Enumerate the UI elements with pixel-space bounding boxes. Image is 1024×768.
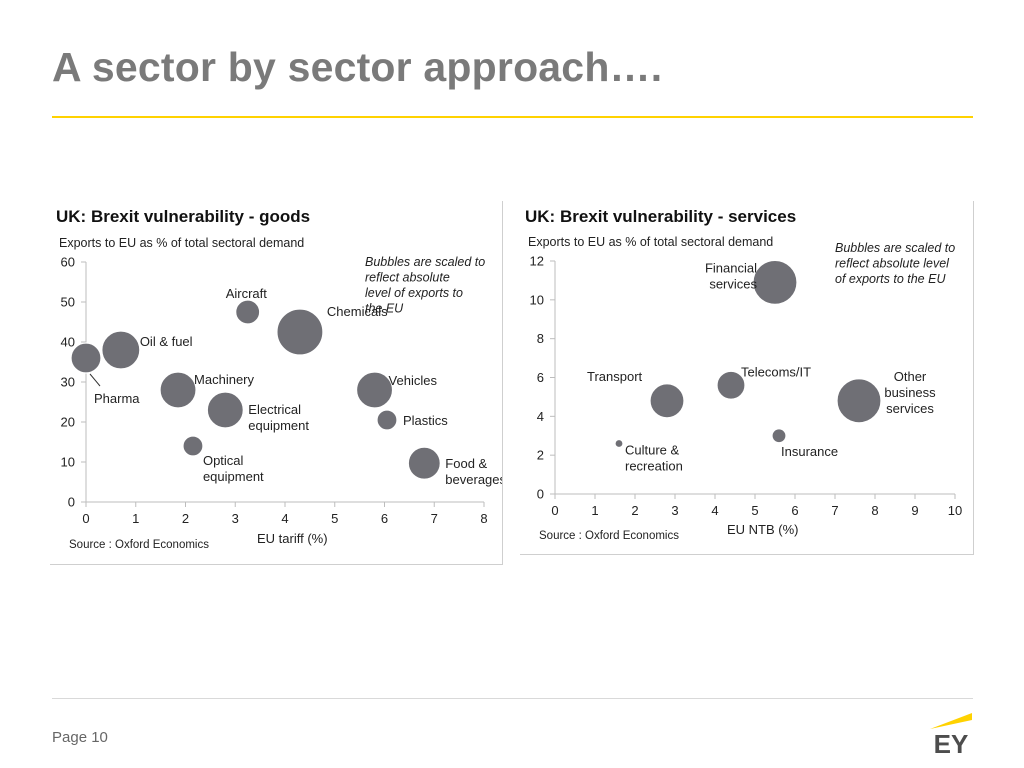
- services-y-tick-label: 8: [537, 331, 544, 346]
- footer-divider: [52, 698, 973, 699]
- goods-y-tick-label: 0: [68, 495, 75, 510]
- goods-bubble-label-oil-fuel: Oil & fuel: [140, 334, 193, 349]
- goods-bubble-chemicals: [276, 308, 324, 356]
- services-bubble-telecoms-it: [716, 370, 746, 400]
- services-chart-panel: UK: Brexit vulnerability - services Expor…: [520, 201, 974, 555]
- services-y-axis-label: Exports to EU as % of total sectoral dem…: [528, 235, 773, 249]
- goods-bubble-label-food-beverages: beverages: [445, 472, 502, 487]
- services-x-tick-label: 3: [671, 503, 678, 518]
- goods-x-tick-label: 2: [182, 511, 189, 526]
- goods-x-tick-label: 8: [480, 511, 487, 526]
- goods-y-tick-label: 10: [61, 455, 75, 470]
- goods-y-tick-label: 50: [61, 295, 75, 310]
- goods-y-tick-label: 20: [61, 415, 75, 430]
- services-bubble-label-financial-services: services: [709, 276, 757, 291]
- goods-bubble-label-food-beverages: Food &: [445, 456, 487, 471]
- services-y-tick-label: 2: [537, 448, 544, 463]
- page-number: Page 10: [52, 729, 108, 746]
- goods-bubble-note: reflect absolute: [365, 271, 450, 285]
- services-bubble-note: of exports to the EU: [835, 272, 946, 286]
- goods-callout-line: [89, 373, 101, 387]
- goods-bubble-label-vehicles: Vehicles: [389, 373, 438, 388]
- goods-bubble-machinery: [159, 371, 197, 409]
- services-x-tick-label: 8: [871, 503, 878, 518]
- services-bubble-other-business-services: [836, 378, 882, 424]
- goods-bubble-note: level of exports to: [365, 286, 463, 300]
- services-bubble-label-other-business-services: Other: [894, 369, 927, 384]
- goods-x-tick-label: 4: [281, 511, 288, 526]
- services-y-tick-label: 4: [537, 409, 544, 424]
- services-bubble-culture-recreation: [614, 438, 624, 449]
- services-bubble-label-other-business-services: services: [886, 401, 934, 416]
- goods-bubble-label-electrical-equipment: Electrical: [248, 402, 301, 417]
- services-y-tick-label: 12: [530, 254, 544, 269]
- goods-bubble-label-chemicals: Chemicals: [327, 304, 388, 319]
- services-bubble-label-culture-recreation: recreation: [625, 459, 683, 474]
- services-x-tick-label: 0: [551, 503, 558, 518]
- goods-x-tick-label: 7: [431, 511, 438, 526]
- goods-chart-title: UK: Brexit vulnerability - goods: [56, 207, 310, 226]
- title-underline: [52, 116, 973, 118]
- services-bubble-label-telecoms-it: Telecoms/IT: [741, 364, 811, 379]
- goods-x-axis-label: EU tariff (%): [257, 531, 328, 546]
- services-x-tick-label: 9: [911, 503, 918, 518]
- services-bubble-label-financial-services: Financial: [705, 260, 757, 275]
- page-title: A sector by sector approach….: [52, 44, 663, 90]
- goods-y-tick-label: 60: [61, 255, 75, 270]
- services-y-tick-label: 0: [537, 487, 544, 502]
- goods-bubble-label-machinery: Machinery: [194, 372, 254, 387]
- goods-bubble-note: Bubbles are scaled to: [365, 255, 485, 269]
- goods-bubble-note: the EU: [365, 302, 404, 316]
- services-bubble-insurance: [771, 428, 787, 444]
- services-bubble-transport: [649, 383, 685, 419]
- goods-x-tick-label: 5: [331, 511, 338, 526]
- goods-y-tick-label: 40: [61, 335, 75, 350]
- goods-bubble-electrical-equipment: [206, 391, 244, 429]
- goods-bubble-vehicles: [355, 371, 394, 409]
- goods-x-tick-label: 6: [381, 511, 388, 526]
- goods-bubble-label-electrical-equipment: equipment: [248, 418, 309, 433]
- services-bubble-note: reflect absolute level: [835, 257, 950, 271]
- services-x-tick-label: 5: [751, 503, 758, 518]
- services-chart-title: UK: Brexit vulnerability - services: [525, 207, 796, 226]
- goods-bubble-label-plastics: Plastics: [403, 413, 448, 428]
- goods-bubble-food-beverages: [407, 446, 441, 480]
- goods-bubble-aircraft: [235, 299, 261, 325]
- goods-bubble-label-pharma: Pharma: [94, 391, 140, 406]
- services-x-tick-label: 2: [631, 503, 638, 518]
- services-x-tick-label: 7: [831, 503, 838, 518]
- goods-bubble-plastics: [376, 409, 398, 431]
- goods-chart-panel: UK: Brexit vulnerability - goods Exports …: [50, 201, 503, 565]
- goods-x-tick-label: 3: [232, 511, 239, 526]
- goods-y-axis-label: Exports to EU as % of total sectoral dem…: [59, 236, 304, 250]
- goods-bubble-optical-equipment: [182, 435, 204, 457]
- services-bubble-label-insurance: Insurance: [781, 444, 838, 459]
- services-bubble-label-other-business-services: business: [884, 385, 936, 400]
- goods-x-tick-label: 0: [82, 511, 89, 526]
- services-source-note: Source : Oxford Economics: [539, 530, 679, 542]
- services-y-tick-label: 6: [537, 370, 544, 385]
- services-y-tick-label: 10: [530, 292, 544, 307]
- services-x-axis-label: EU NTB (%): [727, 522, 799, 537]
- services-x-tick-label: 6: [791, 503, 798, 518]
- services-x-tick-label: 1: [591, 503, 598, 518]
- services-x-tick-label: 4: [711, 503, 718, 518]
- services-bubble-label-transport: Transport: [587, 369, 643, 384]
- goods-bubble-label-aircraft: Aircraft: [226, 286, 268, 301]
- goods-bubble-label-optical-equipment: Optical: [203, 453, 244, 468]
- services-bubble-chart: UK: Brexit vulnerability - services Expor…: [525, 207, 962, 542]
- goods-bubble-pharma: [70, 342, 102, 374]
- services-bubble-note: Bubbles are scaled to: [835, 241, 955, 255]
- goods-bubble-chart: UK: Brexit vulnerability - goods Exports …: [56, 207, 502, 551]
- goods-bubble-label-optical-equipment: equipment: [203, 469, 264, 484]
- goods-bubble-oil-fuel: [101, 330, 141, 370]
- goods-source-note: Source : Oxford Economics: [69, 539, 209, 551]
- services-bubble-label-culture-recreation: Culture &: [625, 443, 680, 458]
- services-x-tick-label: 10: [948, 503, 962, 518]
- goods-x-tick-label: 1: [132, 511, 139, 526]
- services-bubble-financial-services: [752, 259, 798, 305]
- ey-logo: EY: [930, 713, 972, 757]
- goods-y-tick-label: 30: [61, 375, 75, 390]
- ey-logo-text: EY: [934, 729, 969, 757]
